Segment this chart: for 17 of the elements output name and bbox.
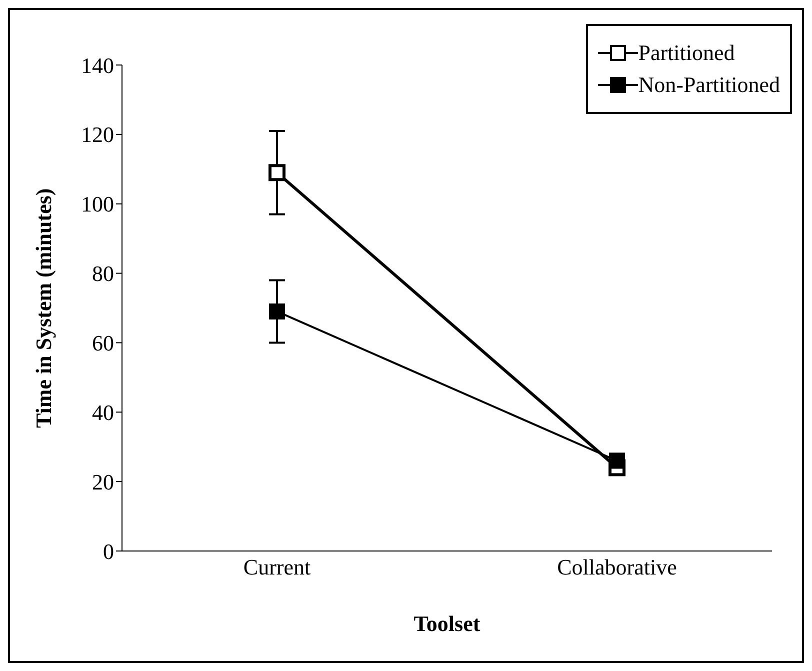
- x-tick-label: Current: [243, 554, 311, 580]
- y-tick-label: 40: [92, 400, 114, 425]
- x-tick-label: Collaborative: [557, 554, 677, 580]
- y-tick-label: 120: [81, 122, 114, 148]
- legend-label: Non-Partitioned: [638, 72, 780, 98]
- point: [268, 164, 286, 182]
- y-tick-label: 60: [92, 330, 114, 356]
- y-tick-label: 140: [81, 52, 114, 78]
- x-axis-title: Toolset: [414, 611, 481, 636]
- y-tick-label: 80: [92, 261, 114, 286]
- point: [269, 303, 285, 320]
- point: [609, 452, 625, 469]
- y-tick-label: 20: [92, 469, 114, 494]
- y-axis-title: Time in System (minutes): [30, 188, 56, 428]
- y-tick-label: 100: [81, 192, 114, 217]
- legend-label: Partitioned: [638, 40, 735, 66]
- y-tick-label: 0: [103, 538, 114, 564]
